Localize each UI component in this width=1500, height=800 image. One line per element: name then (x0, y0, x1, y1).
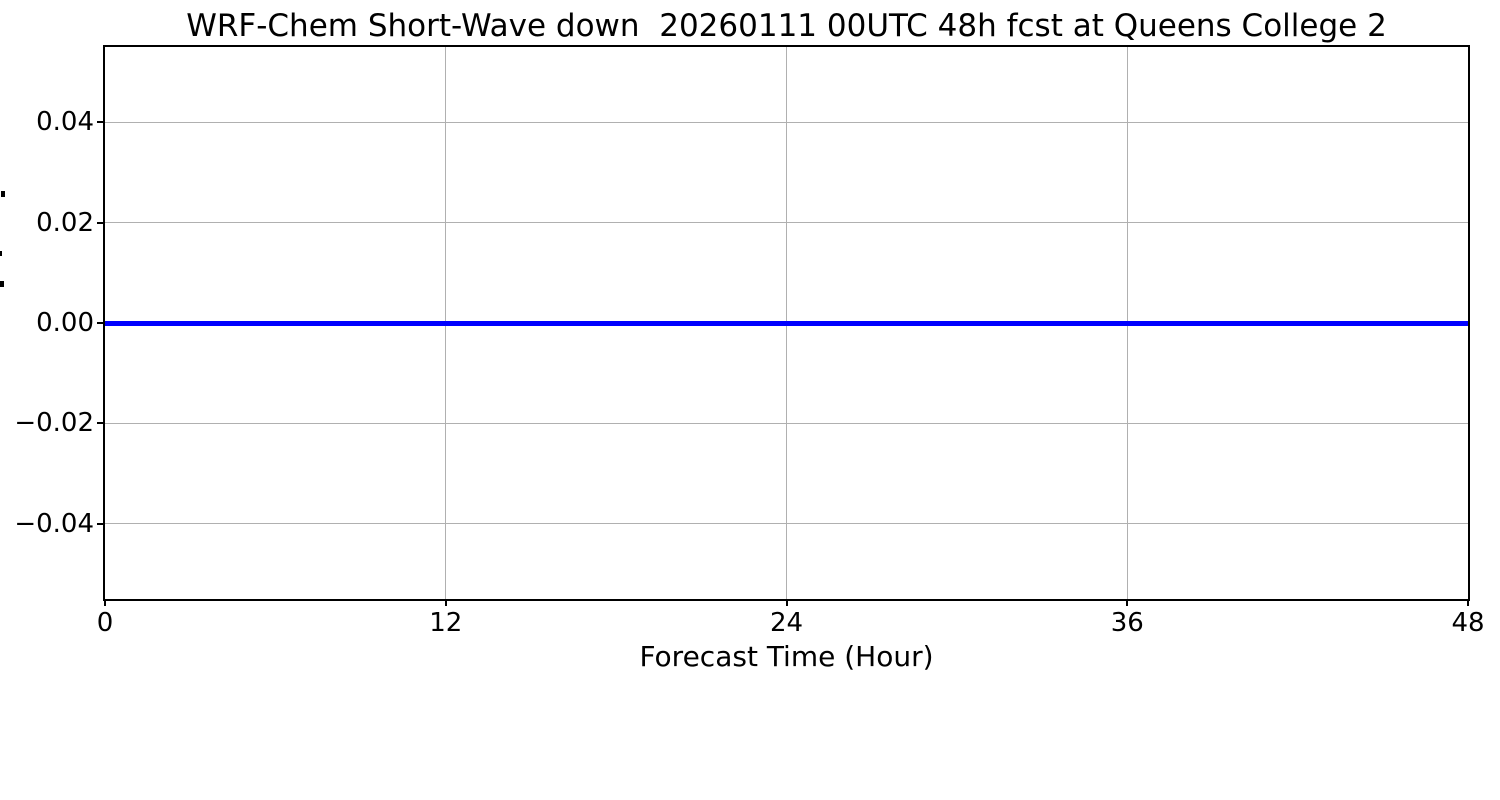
x-tick-mark (444, 600, 447, 606)
y-tick-label: 0.04 (36, 107, 94, 138)
x-tick-mark (104, 600, 106, 606)
ylabel-fragment (0, 251, 2, 256)
y-tick-label: −0.02 (14, 408, 94, 439)
x-tick-label: 24 (769, 608, 804, 638)
y-tick-mark (97, 221, 103, 224)
x-tick-label: 12 (429, 608, 463, 638)
y-tick-label: 0.00 (36, 308, 94, 338)
y-tick-mark (97, 322, 103, 324)
y-tick-label: −0.04 (14, 508, 94, 539)
horizontal-gridline (105, 121, 1468, 123)
ylabel-fragment (1, 191, 5, 197)
x-tick-label: 0 (96, 608, 114, 638)
y-tick-label: 0.02 (36, 207, 94, 238)
y-tick-mark (97, 121, 103, 124)
x-tick-label: 48 (1451, 608, 1485, 638)
horizontal-gridline (105, 221, 1468, 223)
horizontal-gridline (105, 522, 1468, 524)
x-axis-label: Forecast Time (Hour) (639, 640, 934, 673)
data-line-shortwave-down (105, 320, 1468, 326)
chart-title: WRF-Chem Short-Wave down 20260111 00UTC … (186, 8, 1387, 44)
y-tick-mark (97, 422, 103, 425)
x-tick-mark (1126, 600, 1129, 606)
ylabel-fragment (0, 281, 4, 287)
y-tick-mark (97, 522, 103, 525)
x-tick-mark (1467, 600, 1469, 606)
x-tick-mark (785, 600, 788, 606)
horizontal-gridline (105, 422, 1468, 424)
x-tick-label: 36 (1110, 608, 1144, 638)
